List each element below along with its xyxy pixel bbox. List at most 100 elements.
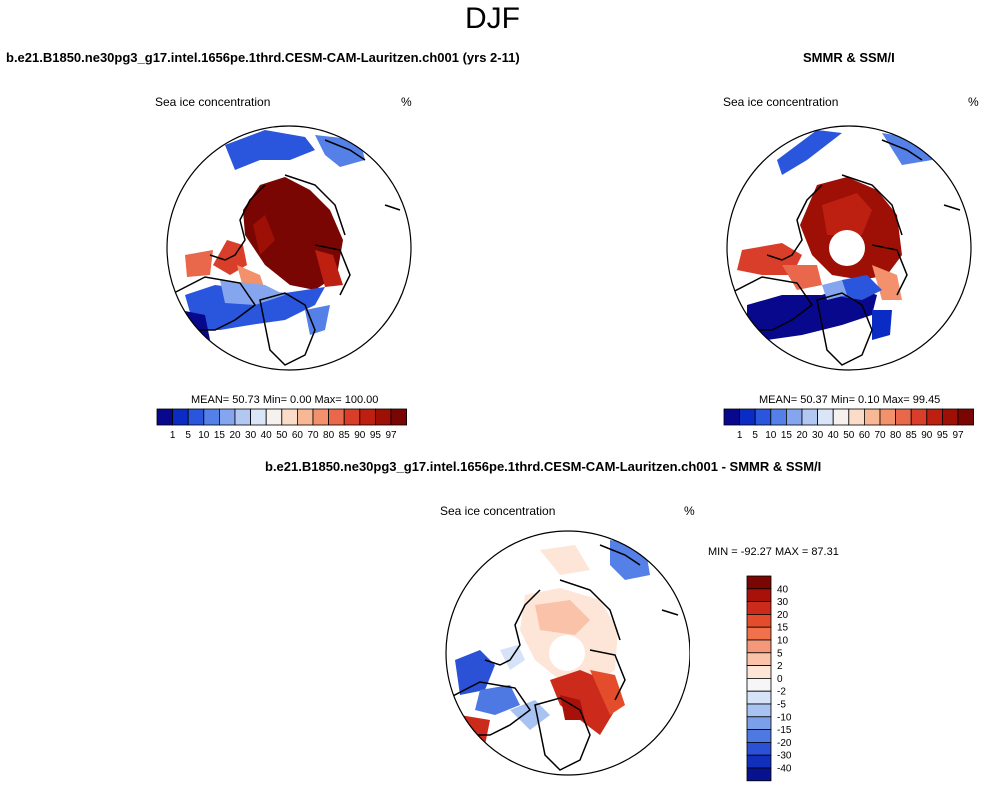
model-colorbar-box-12 bbox=[343, 408, 361, 426]
figure-title: DJF bbox=[465, 2, 520, 35]
obs-colorbar-box-13 bbox=[926, 408, 943, 426]
model-colorbar-labels: 1 5 10 15 20 30 40 50 60 70 80 85 90 95 97 bbox=[170, 430, 397, 441]
model-colorbar-box-0 bbox=[156, 408, 174, 426]
model-colorbar: 1 5 10 15 20 30 40 50 60 70 80 85 90 95 97 bbox=[156, 408, 408, 441]
model-colorbar-box-2 bbox=[187, 408, 205, 426]
model-colorbar-box-8 bbox=[281, 408, 298, 426]
model-colorbar-label-5: 30 bbox=[245, 430, 257, 441]
obs-colorbar-label-7: 50 bbox=[843, 430, 855, 441]
obs-colorbar: 1 5 10 15 20 30 40 50 60 70 80 85 90 95 97 bbox=[723, 408, 975, 441]
model-colorbar-label-13: 95 bbox=[370, 430, 382, 441]
model-colorbar-box-9 bbox=[296, 408, 314, 426]
obs-colorbar-label-14: 97 bbox=[952, 430, 964, 441]
obs-colorbar-label-3: 15 bbox=[781, 430, 793, 441]
model-colorbar-label-14: 97 bbox=[385, 430, 397, 441]
obs-colorbar-box-0 bbox=[723, 408, 741, 426]
model-colorbar-box-5 bbox=[234, 408, 252, 426]
difference-colorbar-label-1: 30 bbox=[777, 597, 789, 608]
obs-colorbar-label-11: 85 bbox=[906, 430, 918, 441]
model-colorbar-label-1: 5 bbox=[185, 430, 191, 441]
model-colorbar-box-4 bbox=[219, 408, 236, 426]
model-colorbar-box-14 bbox=[374, 408, 392, 426]
difference-colorbar-box-11 bbox=[746, 716, 772, 731]
obs-colorbar-box-6 bbox=[817, 408, 834, 426]
difference-colorbar-box-6 bbox=[746, 652, 772, 667]
difference-colorbar-label-3: 15 bbox=[777, 623, 789, 634]
panel-diff-stats: MIN = -92.27 MAX = 87.31 bbox=[708, 546, 839, 558]
difference-colorbar-label-11: -15 bbox=[777, 725, 792, 736]
obs-colorbar-box-7 bbox=[832, 408, 850, 426]
difference-colorbar-box-5 bbox=[746, 639, 772, 654]
obs-colorbar-box-11 bbox=[895, 408, 912, 426]
difference-colorbar-label-5: 5 bbox=[777, 648, 783, 659]
difference-colorbar-box-14 bbox=[746, 754, 772, 769]
difference-colorbar-label-6: 2 bbox=[777, 661, 783, 672]
obs-colorbar-boxes bbox=[723, 408, 975, 426]
model-colorbar-label-0: 1 bbox=[170, 430, 176, 441]
obs-colorbar-label-6: 40 bbox=[828, 430, 840, 441]
difference-colorbar-box-1 bbox=[746, 588, 772, 603]
panel-obs-stats: MEAN= 50.37 Min= 0.10 Max= 99.45 bbox=[759, 394, 941, 406]
obs-colorbar-box-4 bbox=[786, 408, 803, 426]
obs-colorbar-box-5 bbox=[801, 408, 819, 426]
model-colorbar-box-11 bbox=[328, 408, 345, 426]
difference-colorbar-box-3 bbox=[746, 614, 772, 628]
panel-obs-variable-label: Sea ice concentration bbox=[723, 95, 839, 109]
panel-model-heading: b.e21.B1850.ne30pg3_g17.intel.1656pe.1th… bbox=[6, 50, 520, 65]
panel-obs-heading: SMMR & SSM/I bbox=[803, 50, 895, 65]
model-colorbar-label-6: 40 bbox=[261, 430, 273, 441]
model-colorbar-label-2: 10 bbox=[198, 430, 210, 441]
panel-model-stats: MEAN= 50.73 Min= 0.00 Max= 100.00 bbox=[191, 394, 379, 406]
difference-colorbar-box-0 bbox=[746, 575, 772, 590]
obs-colorbar-box-9 bbox=[863, 408, 881, 426]
obs-colorbar-label-12: 90 bbox=[921, 430, 933, 441]
difference-polar-map bbox=[445, 530, 690, 776]
panel-model-variable-label: Sea ice concentration bbox=[155, 95, 271, 109]
difference-colorbar-box-9 bbox=[746, 690, 772, 705]
obs-colorbar-label-0: 1 bbox=[737, 430, 743, 441]
model-colorbar-box-15 bbox=[390, 408, 408, 426]
model-colorbar-label-7: 50 bbox=[276, 430, 288, 441]
model-colorbar-box-13 bbox=[359, 408, 376, 426]
obs-colorbar-labels: 1 5 10 15 20 30 40 50 60 70 80 85 90 95 97 bbox=[737, 430, 964, 441]
obs-colorbar-box-3 bbox=[770, 408, 787, 426]
difference-colorbar-box-2 bbox=[746, 601, 772, 615]
obs-colorbar-label-5: 30 bbox=[812, 430, 824, 441]
model-colorbar-box-10 bbox=[312, 408, 330, 426]
difference-colorbar-box-8 bbox=[746, 678, 772, 692]
difference-colorbar-label-4: 10 bbox=[777, 636, 789, 647]
model-colorbar-box-7 bbox=[265, 408, 283, 426]
obs-colorbar-box-12 bbox=[910, 408, 928, 426]
obs-colorbar-box-8 bbox=[848, 408, 865, 426]
model-colorbar-box-6 bbox=[250, 408, 267, 426]
difference-colorbar-box-4 bbox=[746, 626, 772, 641]
difference-colorbar-box-15 bbox=[746, 767, 772, 782]
difference-colorbar-box-10 bbox=[746, 703, 772, 718]
model-colorbar-label-4: 20 bbox=[229, 430, 241, 441]
model-colorbar-box-3 bbox=[203, 408, 220, 426]
difference-colorbar-box-7 bbox=[746, 665, 772, 679]
difference-colorbar-label-8: -2 bbox=[777, 687, 786, 698]
model-colorbar-box-1 bbox=[172, 408, 189, 426]
panel-diff-heading: b.e21.B1850.ne30pg3_g17.intel.1656pe.1th… bbox=[265, 459, 822, 474]
difference-colorbar-label-2: 20 bbox=[777, 610, 789, 621]
difference-colorbar-label-14: -40 bbox=[777, 764, 792, 775]
model-colorbar-boxes bbox=[156, 408, 408, 426]
model-colorbar-label-9: 70 bbox=[307, 430, 319, 441]
obs-colorbar-label-8: 60 bbox=[859, 430, 871, 441]
model-colorbar-label-10: 80 bbox=[323, 430, 335, 441]
difference-colorbar-boxes bbox=[746, 575, 772, 782]
panel-diff-variable-label: Sea ice concentration bbox=[440, 504, 556, 518]
obs-colorbar-box-1 bbox=[739, 408, 756, 426]
panel-model-units-label: % bbox=[401, 95, 412, 109]
obs-colorbar-box-14 bbox=[941, 408, 959, 426]
difference-colorbar-label-12: -20 bbox=[777, 738, 792, 749]
difference-colorbar-box-12 bbox=[746, 729, 772, 743]
obs-colorbar-label-2: 10 bbox=[765, 430, 777, 441]
obs-colorbar-box-10 bbox=[879, 408, 897, 426]
obs-colorbar-label-13: 95 bbox=[937, 430, 949, 441]
difference-colorbar-label-10: -10 bbox=[777, 712, 792, 723]
model-polar-map bbox=[166, 125, 412, 371]
